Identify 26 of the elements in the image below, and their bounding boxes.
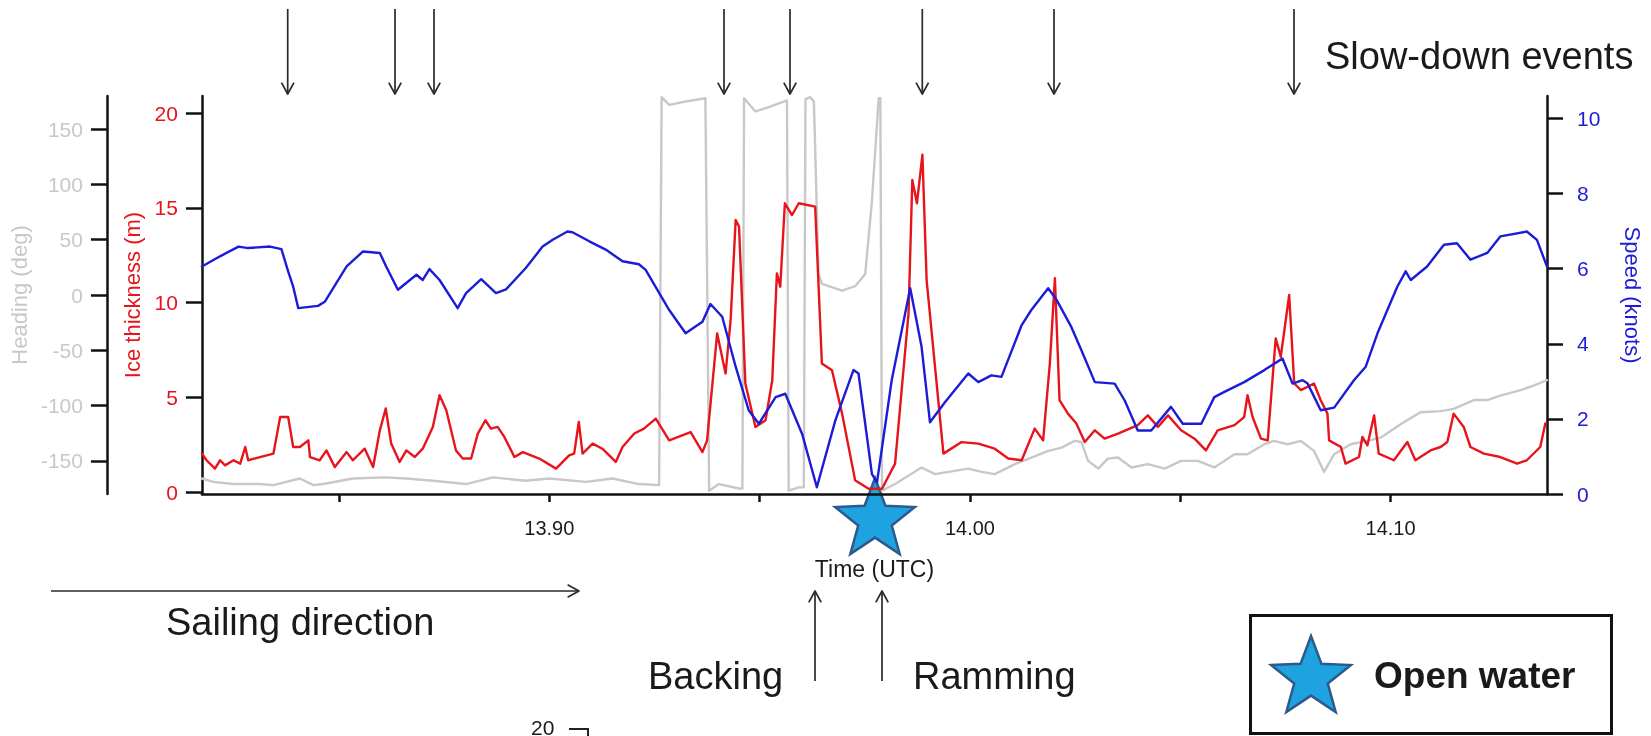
text: Sailing direction (166, 601, 435, 643)
y-axis-title: Ice thickness (m) (120, 211, 146, 379)
line-series (200, 153, 1547, 490)
line-series (200, 95, 1549, 492)
text: Ramming (913, 655, 1076, 697)
text: Backing (648, 655, 784, 697)
line-series (200, 230, 1549, 489)
x-tick-label: 14.00 (944, 517, 995, 539)
x-tick-label: 14.10 (1365, 517, 1416, 539)
y-tick-label: 20 (154, 101, 178, 125)
y2-axis-title: Speed (knots) (1619, 226, 1645, 364)
y2-tick-label: 10 (1577, 107, 1601, 131)
x-tick-label: 13.90 (524, 517, 575, 539)
y-tick-label: 5 (166, 385, 178, 409)
text: Open water (1374, 654, 1576, 696)
y2-tick-label: 6 (1577, 257, 1589, 281)
text: 20 (531, 715, 555, 736)
y2-tick-label: 0 (1577, 482, 1589, 506)
y-tick-label: 0 (166, 480, 178, 504)
x-axis-title: Time (UTC) (814, 555, 935, 582)
y-tick-label: 15 (154, 196, 178, 220)
y-tick-label: 10 (154, 291, 178, 315)
y2-tick-label: 8 (1577, 182, 1589, 206)
text: Slow-down events (1325, 35, 1634, 77)
y2-tick-label: 2 (1577, 407, 1589, 431)
y2-tick-label: 4 (1577, 332, 1589, 356)
